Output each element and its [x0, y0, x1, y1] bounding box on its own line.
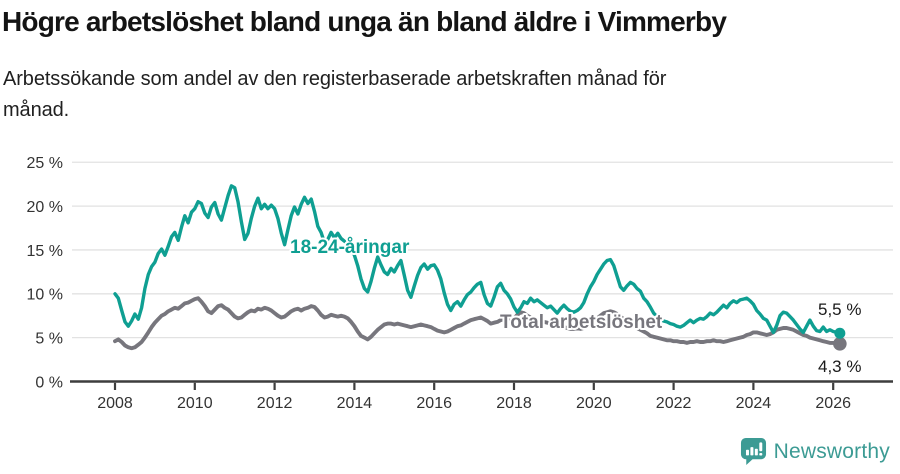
x-tick-label: 2010 — [177, 395, 213, 412]
chart-subtitle: Arbetssökande som andel av den registerb… — [3, 68, 667, 121]
x-tick-label: 2022 — [656, 395, 692, 412]
series-label-total: Total arbetslöshet — [500, 312, 663, 333]
x-tick-label: 2008 — [97, 395, 133, 412]
y-tick-label: 10 % — [27, 287, 63, 304]
x-axis-labels: 2008 2010 2012 2014 2016 2018 2020 2022 2024 2026 — [97, 395, 851, 412]
x-tick-label: 2014 — [337, 395, 373, 412]
y-axis-labels: 0 % 5 % 10 % 15 % 20 % 25 % — [27, 155, 63, 391]
series-end-dot-young — [834, 327, 846, 339]
brand-name: Newsworthy — [773, 439, 890, 463]
x-tick-label: 2016 — [416, 395, 452, 412]
newsworthy-logo-icon — [740, 438, 766, 465]
x-tick-label: 2018 — [496, 395, 532, 412]
gridlines — [72, 161, 893, 339]
x-tick-label: 2012 — [257, 395, 293, 412]
end-value-label-young: 5,5 % — [818, 300, 861, 319]
page-title: Högre arbetslöshet bland unga än bland ä… — [2, 6, 727, 37]
series-lines — [113, 184, 847, 351]
x-tick-label: 2024 — [736, 395, 772, 412]
series-label-young: 18-24-åringar — [290, 237, 410, 258]
series-end-dot-total — [833, 336, 847, 351]
y-tick-label: 0 % — [35, 374, 63, 391]
series-line-young — [113, 184, 842, 335]
x-tick-label: 2026 — [815, 395, 851, 412]
end-value-label-total: 4,3 % — [818, 357, 861, 376]
y-tick-label: 20 % — [27, 199, 63, 216]
y-tick-label: 5 % — [35, 330, 63, 347]
series-line-total — [113, 296, 842, 351]
y-tick-label: 25 % — [27, 155, 63, 172]
x-axis — [70, 380, 893, 390]
brand-footer[interactable]: Newsworthy — [740, 437, 890, 466]
x-tick-label: 2020 — [576, 395, 612, 412]
y-tick-label: 15 % — [27, 243, 63, 260]
